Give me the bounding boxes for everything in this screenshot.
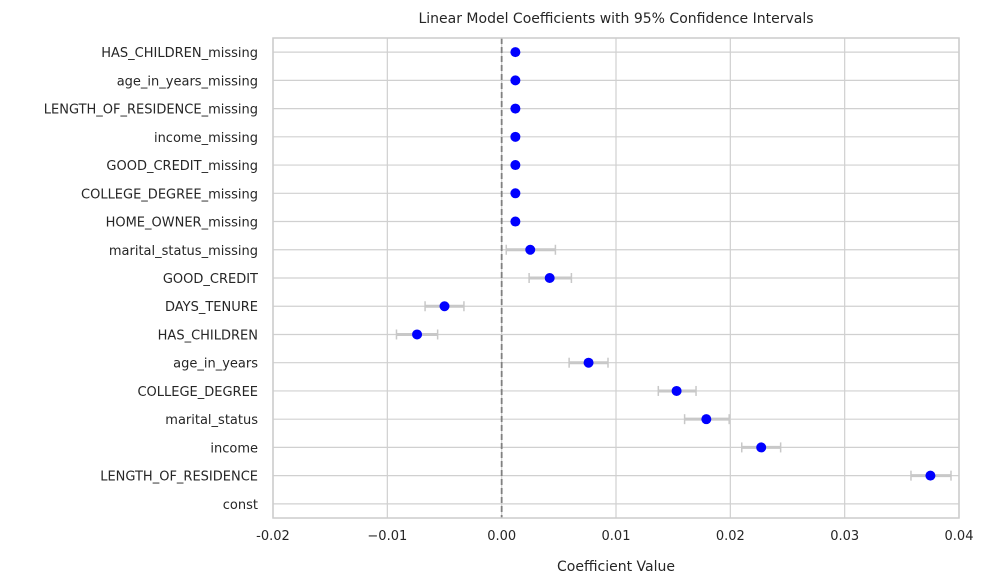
- x-tick-label: 0.04: [945, 529, 974, 544]
- y-tick-label: COLLEGE_DEGREE: [137, 385, 258, 400]
- coefficient-point: [583, 357, 594, 368]
- y-tick-label: HAS_CHILDREN_missing: [101, 46, 258, 61]
- plot-frame: [272, 37, 960, 519]
- coefficient-point: [671, 385, 682, 396]
- y-tick-label: HAS_CHILDREN: [158, 328, 258, 343]
- coefficient-point: [925, 470, 936, 481]
- x-tick-label: -0.02: [256, 529, 290, 544]
- coefficient-point: [510, 216, 521, 227]
- coefficient-point: [510, 188, 521, 199]
- coefficient-point: [510, 103, 521, 114]
- y-tick-label: DAYS_TENURE: [165, 300, 258, 315]
- y-tick-label: GOOD_CREDIT_missing: [106, 159, 258, 174]
- coefficient-point: [510, 131, 521, 142]
- y-tick-label: LENGTH_OF_RESIDENCE_missing: [44, 103, 258, 118]
- chart-title: Linear Model Coefficients with 95% Confi…: [418, 11, 813, 27]
- coefficient-point: [544, 273, 555, 283]
- x-tick-label: 0.03: [830, 529, 859, 544]
- x-tick-label: 0.02: [716, 529, 745, 544]
- errorbar-layer: [395, 244, 952, 481]
- coefficient-point: [412, 329, 423, 340]
- x-axis-label: Coefficient Value: [557, 559, 675, 575]
- points-layer: [412, 47, 936, 481]
- y-tick-labels: HAS_CHILDREN_missing age_in_years_missing…: [44, 46, 258, 513]
- y-tick-label: LENGTH_OF_RESIDENCE: [100, 470, 258, 485]
- y-tick-label: const: [223, 498, 258, 513]
- y-tick-label: age_in_years: [173, 357, 258, 372]
- y-tick-label: COLLEGE_DEGREE_missing: [81, 187, 258, 202]
- y-tick-label: marital_status: [165, 413, 258, 428]
- coefficient-point: [756, 442, 767, 453]
- grid: [272, 38, 960, 518]
- coefficient-point: [510, 160, 521, 171]
- coefficient-point: [525, 244, 536, 255]
- y-tick-label: GOOD_CREDIT: [163, 272, 258, 287]
- y-tick-label: age_in_years_missing: [117, 74, 258, 89]
- y-tick-label: income_missing: [154, 131, 258, 146]
- coefficient-point: [701, 414, 712, 425]
- x-tick-labels: -0.02 −0.01 0.00 0.01 0.02 0.03 0.04: [256, 529, 973, 544]
- x-tick-label: −0.01: [367, 529, 407, 544]
- x-tick-label: 0.01: [602, 529, 631, 544]
- coefficient-point: [510, 47, 521, 58]
- x-tick-label: 0.00: [487, 529, 516, 544]
- coefficient-point: [439, 301, 450, 312]
- y-tick-label: HOME_OWNER_missing: [106, 216, 258, 231]
- coefficient-point: [510, 75, 521, 86]
- y-tick-label: marital_status_missing: [109, 244, 258, 259]
- y-tick-label: income: [210, 441, 258, 456]
